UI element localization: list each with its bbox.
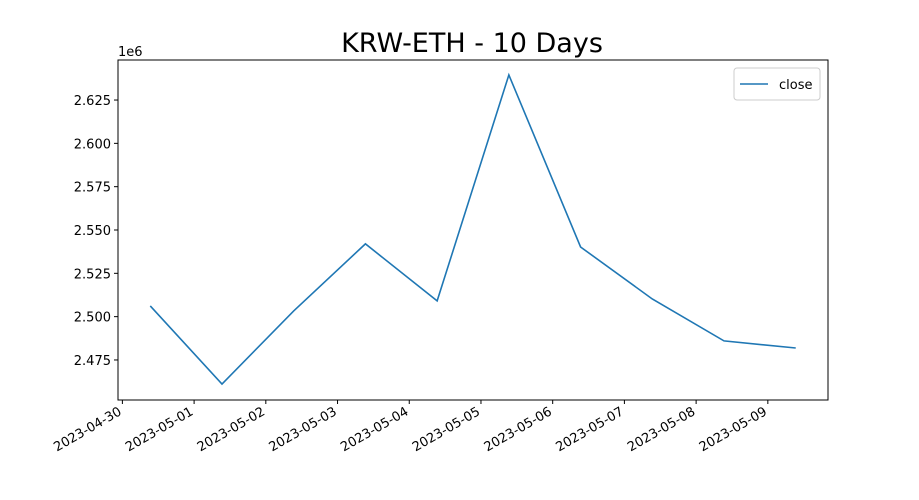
y-tick-label: 2.625 xyxy=(74,94,111,109)
line xyxy=(149,72,796,386)
y-tick-label: 2.475 xyxy=(74,354,111,369)
y-tick-label: 2.525 xyxy=(74,267,111,282)
y-tick-label: 2.550 xyxy=(74,224,111,239)
y-tick-label: 2.600 xyxy=(74,137,111,152)
legend-label: close xyxy=(779,78,812,93)
y-tick-label: 2.500 xyxy=(74,311,111,326)
chart-title: KRW-ETH - 10 Days xyxy=(341,28,603,59)
legend-box xyxy=(733,67,821,101)
y-tick-label: 2.575 xyxy=(74,181,111,196)
legend: close xyxy=(733,67,821,101)
plot-frame xyxy=(117,59,829,401)
y-offset-label: 1e6 xyxy=(118,45,143,60)
